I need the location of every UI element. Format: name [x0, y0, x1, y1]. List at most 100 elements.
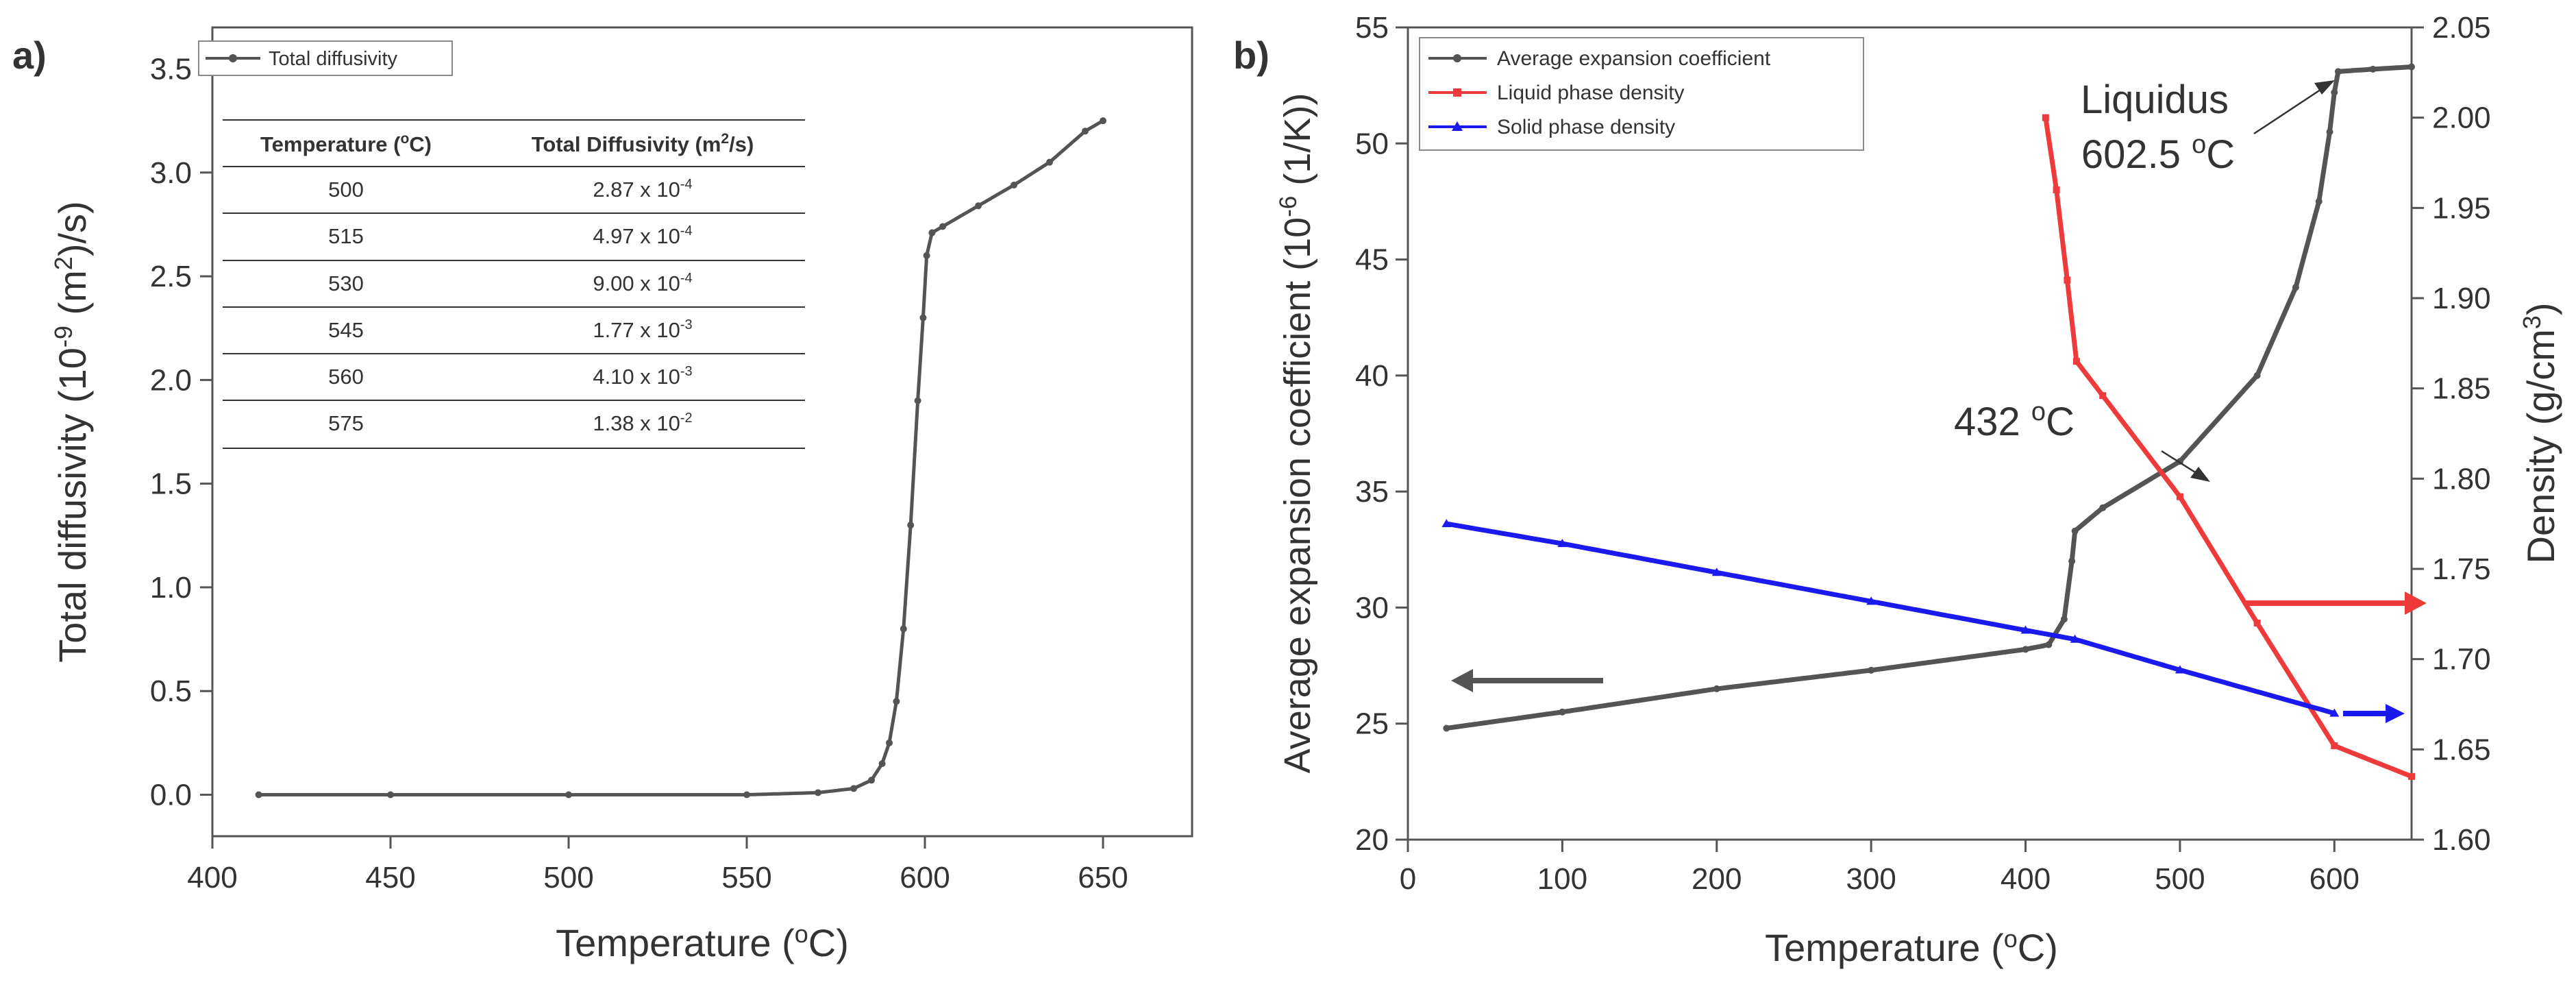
table-cell-diffusivity: 2.87 x 10-4 [593, 177, 692, 202]
data-point [2329, 708, 2340, 717]
annotation-liquidus-temp: 602.5 oC [2081, 130, 2235, 177]
y-right-tick-label: 1.75 [2432, 552, 2491, 586]
chart-a-legend: Total diffusivity [198, 40, 453, 76]
chart-a-legend-marker [229, 54, 237, 62]
y-right-tick-label: 1.65 [2432, 733, 2491, 766]
chart-b-ylabel-left: Average expansion coefficient (10-6 (1/K… [1275, 93, 1318, 774]
data-point [893, 698, 900, 705]
chart-b-frame [1407, 26, 2413, 841]
data-point [2099, 504, 2107, 511]
data-point [1441, 519, 1452, 528]
x-tick-label: 600 [2309, 862, 2360, 896]
data-point [850, 785, 857, 792]
x-tick-label: 300 [1846, 862, 1896, 896]
y-right-tick-label: 1.80 [2432, 462, 2491, 496]
table-header-diffusivity: Total Diffusivity (m2/s) [532, 131, 754, 156]
data-point [1713, 685, 1720, 692]
y-tick-label: 0.5 [150, 674, 192, 708]
table-cell-temperature: 575 [328, 411, 364, 435]
annotation-liquidus-label: Liquidus [2081, 77, 2229, 122]
table-cell-temperature: 530 [328, 271, 364, 295]
left-axis-arrow [1451, 669, 1603, 692]
table-header-temperature: Temperature (oC) [260, 131, 432, 156]
data-point [2369, 65, 2377, 73]
y-tick-label: 2.5 [150, 260, 192, 293]
data-point [1443, 724, 1450, 732]
data-point [923, 252, 930, 259]
chart-b: 0 100 200 300 400 500 600 20 25 30 35 40 45 50 55 1.60 1… [1275, 11, 2562, 969]
data-point [914, 397, 921, 404]
data-point [939, 223, 946, 230]
chart-b-legend: Average expansion coefficient Liquid pha… [1419, 37, 1864, 151]
y-tick-label: 3.5 [150, 53, 192, 86]
data-point [1082, 127, 1089, 135]
chart-b-ylabel-right: Density (g/cm3) [2518, 303, 2562, 564]
y-tick-label: 55 [1355, 11, 1389, 45]
data-point [1866, 596, 1877, 605]
x-tick-label: 500 [543, 861, 593, 894]
chart-a: 400 450 500 550 600 650 0.0 0.5 1.0 1.5 2.0 2.5 3.0 3… [49, 26, 1193, 964]
y-right-tick-label: 1.90 [2432, 282, 2491, 315]
data-point [1868, 666, 1875, 674]
data-point [2175, 665, 2185, 674]
table-cell-temperature: 500 [328, 178, 364, 202]
data-point [2072, 358, 2080, 365]
annotation-432-label: 432 oC [1954, 398, 2075, 444]
data-point [2022, 646, 2029, 653]
legend-label-liquid: Liquid phase density [1497, 82, 1685, 104]
chart-a-marks [255, 117, 1106, 799]
data-point [1711, 568, 1722, 576]
data-point [919, 314, 927, 321]
chart-b-legend-box [1419, 37, 1864, 151]
data-point [2315, 197, 2323, 205]
data-point [815, 789, 821, 796]
annotation-432: 432 oC [1954, 398, 2210, 482]
y-tick-label: 0.0 [150, 778, 192, 812]
x-tick-label: 100 [1537, 862, 1587, 896]
chart-a-frame [211, 26, 1193, 838]
data-point [2176, 493, 2183, 500]
y-tick-label: 3.0 [150, 156, 192, 190]
legend-label-expansion: Average expansion coefficient [1497, 47, 1771, 70]
data-point [2331, 88, 2338, 96]
table-cell-diffusivity: 9.00 x 10-4 [593, 271, 692, 295]
data-point [2070, 634, 2080, 643]
y-tick-label: 45 [1355, 243, 1389, 277]
x-tick-label: 450 [365, 861, 415, 894]
series-line-liquid-density [2043, 117, 2413, 779]
x-tick-label: 550 [721, 861, 771, 894]
inset-table: Temperature (oC) Total Diffusivity (m2/s… [223, 119, 805, 449]
legend-marker-liquid [1453, 88, 1461, 97]
right-axis-arrow-liquid [2244, 592, 2427, 615]
y-tick-label: 50 [1355, 127, 1389, 160]
data-point [2334, 68, 2342, 75]
data-point [2020, 625, 2031, 634]
y-tick-label: 40 [1355, 359, 1389, 393]
legend-marker-solid [1452, 121, 1463, 131]
y-tick-label: 1.0 [150, 571, 192, 605]
table-cell-temperature: 560 [328, 365, 364, 389]
data-point [886, 739, 893, 746]
data-point [1100, 117, 1106, 125]
data-point [1557, 539, 1568, 548]
table-cell-diffusivity: 4.97 x 10-4 [593, 223, 692, 248]
y-tick-label: 30 [1355, 591, 1389, 624]
data-point [900, 625, 907, 633]
data-point [928, 229, 936, 236]
data-point [2042, 114, 2049, 121]
table-cell-diffusivity: 1.77 x 10-3 [593, 317, 692, 342]
x-tick-label: 200 [1692, 862, 1742, 896]
data-point [2292, 284, 2299, 291]
chart-a-legend-label: Total diffusivity [269, 48, 398, 70]
chart-b-marks [1441, 63, 2415, 780]
series-line-solid-density [1446, 521, 2336, 716]
data-point [878, 760, 886, 768]
chart-a-ylabel: Total diffusivity (10-9 (m2)/s) [49, 201, 94, 662]
y-tick-label: 25 [1355, 707, 1389, 741]
data-point [1011, 181, 1017, 188]
data-point [2068, 557, 2076, 565]
y-tick-label: 1.5 [150, 467, 192, 501]
table-cell-temperature: 545 [328, 318, 364, 342]
x-tick-label: 500 [2155, 862, 2205, 896]
